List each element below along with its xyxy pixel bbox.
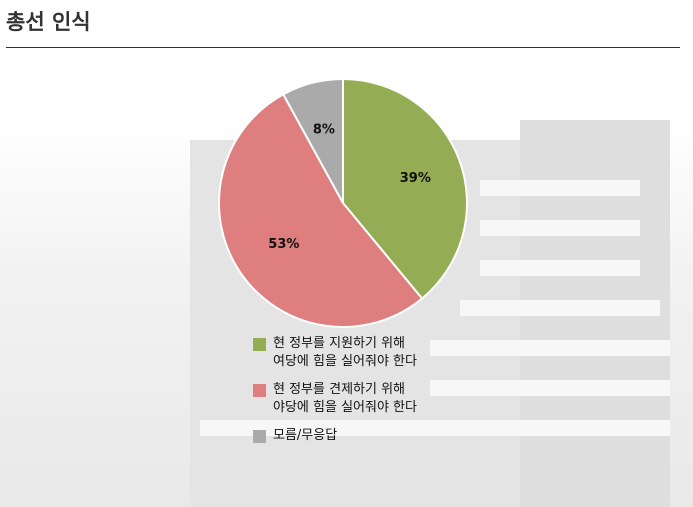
pie-chart: 39% 53% 8% bbox=[218, 77, 468, 328]
legend-item-check-government: 현 정부를 견제하기 위해 야당에 힘을 실어줘야 한다 bbox=[253, 381, 417, 417]
legend-swatch-support-government bbox=[253, 338, 266, 351]
legend-swatch-check-government bbox=[253, 384, 266, 397]
pie-slice-no-answer bbox=[281, 77, 344, 204]
building-window-row bbox=[480, 220, 640, 236]
building-window-row bbox=[200, 420, 670, 436]
legend-item-no-answer: 모름/무응답 bbox=[253, 427, 417, 445]
building-window-row bbox=[430, 380, 670, 396]
pie-slice-check-government bbox=[218, 92, 424, 328]
pie-slice-support-government bbox=[342, 77, 468, 300]
chart-legend: 현 정부를 지원하기 위해 여당에 힘을 실어줘야 한다 현 정부를 견제하기 … bbox=[253, 335, 417, 455]
building-window-row bbox=[480, 260, 640, 276]
legend-swatch-no-answer bbox=[253, 430, 266, 443]
building-window-row bbox=[430, 340, 670, 356]
title-divider bbox=[6, 47, 680, 48]
building-window-row bbox=[460, 300, 660, 316]
legend-label-no-answer: 모름/무응답 bbox=[273, 428, 338, 443]
pie-label-support-government: 39% bbox=[400, 171, 431, 186]
page-title: 총선 인식 bbox=[6, 10, 91, 34]
building-window-row bbox=[480, 180, 640, 196]
pie-label-no-answer: 8% bbox=[313, 123, 335, 138]
legend-label-support-government: 현 정부를 지원하기 위해 여당에 힘을 실어줘야 한다 bbox=[273, 336, 417, 369]
pie-label-check-government: 53% bbox=[268, 237, 299, 252]
legend-item-support-government: 현 정부를 지원하기 위해 여당에 힘을 실어줘야 한다 bbox=[253, 335, 417, 371]
legend-label-check-government: 현 정부를 견제하기 위해 야당에 힘을 실어줘야 한다 bbox=[273, 382, 417, 415]
